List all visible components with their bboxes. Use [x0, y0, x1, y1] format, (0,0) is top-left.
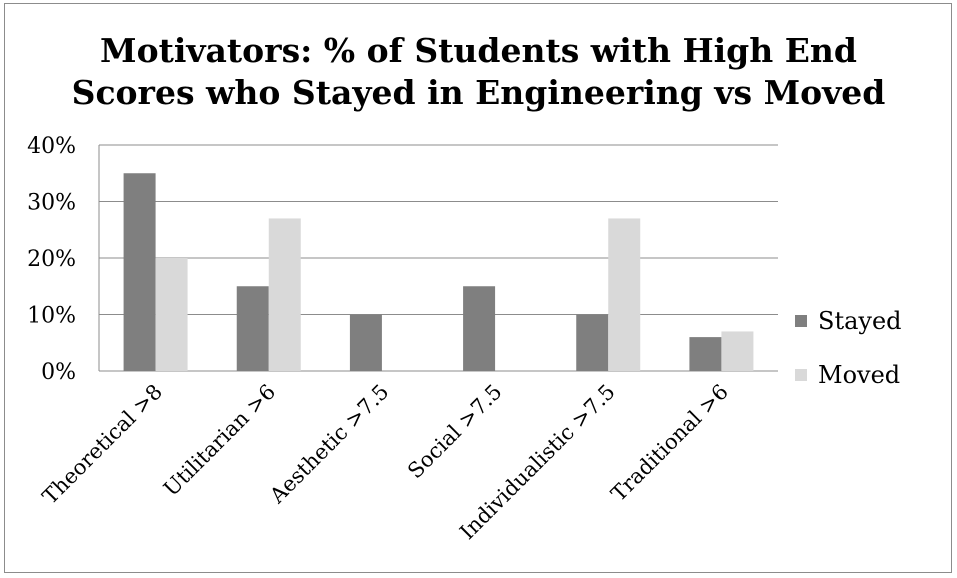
bar-stayed	[689, 337, 722, 371]
y-tick-label: 20%	[27, 247, 76, 272]
chart-title-line-2: Scores who Stayed in Engineering vs Move…	[71, 73, 886, 112]
bar-moved	[721, 331, 754, 371]
bar-moved	[268, 218, 301, 371]
y-tick-label: 40%	[27, 134, 76, 159]
bar-moved	[155, 258, 188, 371]
bar-stayed	[236, 286, 269, 371]
y-tick-label: 0%	[41, 360, 76, 385]
x-tick-label: Aesthetic >7.5	[265, 380, 394, 509]
legend-swatch-stayed	[795, 315, 807, 327]
x-tick-label: Traditional >6	[606, 380, 733, 507]
x-tick-label: Utilitarian >6	[159, 380, 280, 501]
chart-title-line-1: Motivators: % of Students with High End	[100, 31, 857, 70]
bar-stayed	[349, 314, 382, 371]
bar-stayed	[123, 173, 156, 371]
legend-label-stayed: Stayed	[818, 307, 902, 335]
bar-moved	[608, 218, 641, 371]
bar-stayed	[576, 314, 609, 371]
chart-title: Motivators: % of Students with High End …	[0, 30, 957, 114]
bar-stayed	[463, 286, 496, 371]
x-tick-label: Social >7.5	[403, 380, 507, 484]
legend-swatch-moved	[795, 369, 807, 381]
x-tick-label: Theoretical >8	[38, 380, 167, 509]
y-tick-label: 30%	[27, 191, 76, 216]
legend-label-moved: Moved	[818, 361, 900, 389]
y-tick-label: 10%	[27, 304, 76, 329]
